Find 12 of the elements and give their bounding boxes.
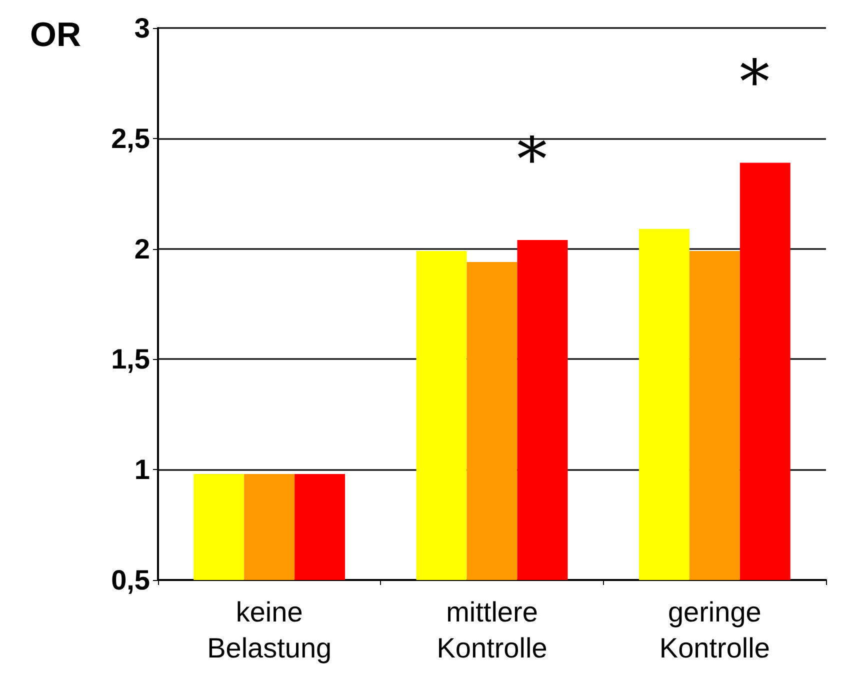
x-tick-label: geringe Kontrolle [659,596,770,664]
y-tick-label: 1 [134,454,150,486]
x-tick-label: mittlere Kontrolle [436,596,548,664]
y-tick-label: 1,5 [111,344,150,375]
x-tick-label: keine Belastung [207,596,332,664]
annotation: * [740,48,770,118]
y-tick-label: 3 [134,12,150,44]
y-axis-title: OR [30,16,81,54]
y-tick-label: 0,5 [111,564,150,596]
annotation: * [517,124,547,195]
y-tick-label: 2 [134,233,150,264]
y-tick-label: 2,5 [111,122,150,154]
